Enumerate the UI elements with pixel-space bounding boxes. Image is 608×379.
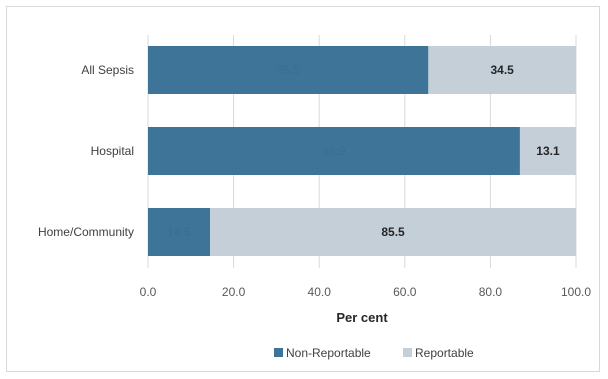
category-label: Home/Community (38, 225, 134, 239)
x-axis-title: Per cent (336, 310, 388, 325)
data-label: 14.5 (167, 225, 191, 239)
bar-segment-non-reportable (148, 46, 429, 94)
legend-swatch (403, 348, 412, 357)
data-label: 34.5 (490, 63, 514, 77)
category-label: Hospital (91, 144, 134, 158)
legend-label: Non-Reportable (286, 346, 371, 360)
bar-segment-reportable (428, 46, 576, 94)
x-tick-label: 20.0 (222, 285, 246, 299)
data-label: 86.9 (322, 144, 346, 158)
x-tick-label: 0.0 (140, 285, 157, 299)
x-tick-label: 100.0 (561, 285, 591, 299)
legend-label: Reportable (415, 346, 474, 360)
bar-segment-non-reportable (148, 127, 520, 175)
category-label: All Sepsis (81, 63, 134, 77)
x-tick-label: 60.0 (393, 285, 417, 299)
data-label: 65.5 (276, 63, 300, 77)
data-label: 85.5 (381, 225, 405, 239)
legend-swatch (274, 348, 283, 357)
bar-segment-non-reportable (148, 208, 211, 256)
x-tick-label: 40.0 (308, 285, 332, 299)
bar-segment-reportable (519, 127, 576, 175)
x-tick-label: 80.0 (479, 285, 503, 299)
bar-segment-reportable (210, 208, 576, 256)
data-label: 13.1 (536, 144, 560, 158)
